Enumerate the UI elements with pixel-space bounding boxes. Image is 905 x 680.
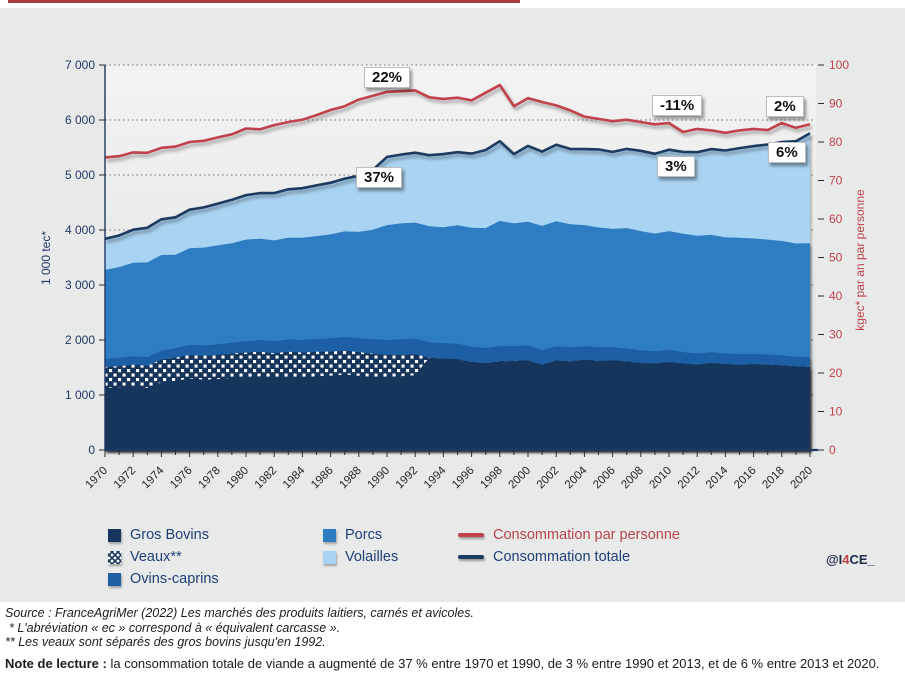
x-tick-label: 1996 (450, 465, 477, 492)
right-tick-label: 90 (829, 97, 843, 111)
x-tick-label: 1998 (478, 465, 505, 492)
left-tick-label: 0 (88, 443, 95, 457)
x-tick-label: 1982 (253, 465, 280, 492)
right-tick-label: 20 (829, 366, 843, 380)
x-tick-label: 2010 (648, 465, 675, 492)
right-tick-label: 80 (829, 135, 843, 149)
x-tick-label: 2000 (507, 465, 534, 492)
line-consommation-par-personne (104, 83, 811, 159)
x-tick-label: 1984 (281, 464, 308, 491)
annotation-6pct: 6% (768, 142, 806, 163)
legend-column-2: Porcs Volailles (323, 524, 398, 568)
x-tick-label: 2020 (789, 465, 816, 492)
x-tick-label: 2018 (760, 465, 787, 492)
legend-label: Gros Bovins (130, 527, 209, 543)
annotation-minus11pct: -11% (652, 95, 703, 116)
x-tick-label: 1992 (394, 465, 421, 492)
x-tick-label: 2014 (704, 464, 731, 491)
x-tick-label: 1994 (422, 464, 449, 491)
x-tick-label: 2008 (619, 465, 646, 492)
volailles-swatch (323, 550, 336, 564)
legend-item-ovins-caprins: Ovins-caprins (108, 568, 219, 590)
left-axis-title: 1 000 tec* (39, 231, 53, 285)
ovins-caprins-swatch (108, 572, 121, 586)
right-tick-label: 0 (829, 443, 836, 457)
reading-note-text: la consommation totale de viande a augme… (106, 655, 880, 671)
veaux-dotted-swatch (108, 550, 121, 564)
red-line-swatch (458, 533, 484, 537)
annotation-22pct: 22% (364, 67, 411, 88)
x-tick-label: 1972 (112, 465, 139, 492)
right-axis-title: kgec* par an par personne (853, 189, 867, 331)
x-tick-label: 1986 (309, 465, 336, 492)
annotation-3pct: 3% (657, 156, 695, 177)
right-tick-label: 100 (829, 58, 849, 72)
right-tick-label: 70 (829, 174, 843, 188)
watermark-text: CE_ (849, 552, 875, 567)
area-gros-bovins (105, 357, 810, 450)
left-tick-label: 6 000 (65, 113, 95, 127)
footnote-veaux: ** Les veaux sont séparés des gros bovin… (5, 635, 326, 649)
legend-item-veaux: Veaux** (108, 546, 219, 568)
legend-item-consommation-totale: Consommation totale (458, 546, 680, 568)
chart-svg: 0 1 000 2 000 3 000 4 000 5 000 6 000 7 000 0 10 2… (39, 58, 867, 492)
legend-item-consommation-par-personne: Consommation par personne (458, 524, 680, 546)
x-tick-label: 1980 (225, 465, 252, 492)
x-tick-label: 1976 (168, 465, 195, 492)
left-tick-label: 3 000 (65, 278, 95, 292)
x-tick-label: 1990 (366, 465, 393, 492)
legend-label: Consommation totale (493, 549, 631, 565)
legend-label: Ovins-caprins (130, 571, 219, 587)
x-tick-label: 2012 (676, 465, 703, 492)
reading-note: Note de lecture : la consommation totale… (5, 656, 902, 671)
right-tick-label: 10 (829, 405, 843, 419)
right-tick-label: 50 (829, 251, 843, 265)
line-consommation-totale (104, 132, 811, 241)
left-tick-label: 5 000 (65, 168, 95, 182)
annotation-2pct: 2% (766, 96, 804, 117)
left-tick-label: 1 000 (65, 388, 95, 402)
porcs-swatch (323, 528, 336, 542)
chart-legend: Gros Bovins Veaux** Ovins-caprins Porcs (0, 524, 905, 596)
cropped-title-bar (8, 0, 520, 3)
i4ce-watermark: @I4CE_ (826, 552, 875, 567)
x-tick-label: 2006 (591, 465, 618, 492)
legend-label: Consommation par personne (493, 527, 680, 543)
x-tick-label: 1978 (196, 465, 223, 492)
legend-label: Porcs (345, 527, 383, 543)
right-tick-label: 60 (829, 212, 843, 226)
legend-label: Volailles (345, 549, 399, 565)
legend-column-1: Gros Bovins Veaux** Ovins-caprins (108, 524, 219, 590)
x-tick-label: 1974 (140, 464, 167, 491)
legend-item-porcs: Porcs (323, 524, 398, 546)
x-tick-label: 2002 (535, 465, 562, 492)
legend-label: Veaux** (130, 549, 182, 565)
left-tick-label: 2 000 (65, 333, 95, 347)
x-tick-label: 1988 (337, 465, 364, 492)
legend-column-3: Consommation par personne Consommation t… (458, 524, 680, 568)
left-tick-label: 4 000 (65, 223, 95, 237)
gros-bovins-swatch (108, 528, 121, 542)
x-tick-label: 1970 (84, 465, 111, 492)
watermark-text: @I (826, 552, 843, 567)
chart-figure: 0 1 000 2 000 3 000 4 000 5 000 6 000 7 000 0 10 2… (0, 8, 905, 602)
legend-item-gros-bovins: Gros Bovins (108, 524, 219, 546)
left-tick-label: 7 000 (65, 58, 95, 72)
annotation-37pct: 37% (356, 167, 403, 188)
legend-item-volailles: Volailles (323, 546, 398, 568)
watermark-text-red: 4 (842, 552, 850, 567)
x-tick-label: 2004 (563, 464, 590, 491)
right-tick-label: 40 (829, 289, 843, 303)
figure-footer: Source : FranceAgriMer (2022) Les marché… (5, 606, 902, 671)
source-line: Source : FranceAgriMer (2022) Les marché… (5, 606, 474, 620)
x-tick-label: 2016 (732, 465, 759, 492)
navy-line-swatch (458, 555, 484, 559)
reading-note-label: Note de lecture : (5, 655, 107, 671)
stacked-area-chart: 0 1 000 2 000 3 000 4 000 5 000 6 000 7 000 0 10 2… (0, 8, 905, 602)
footnote-ec: * L'abréviation « ec » correspond à « éq… (9, 620, 341, 635)
right-tick-label: 30 (829, 328, 843, 342)
